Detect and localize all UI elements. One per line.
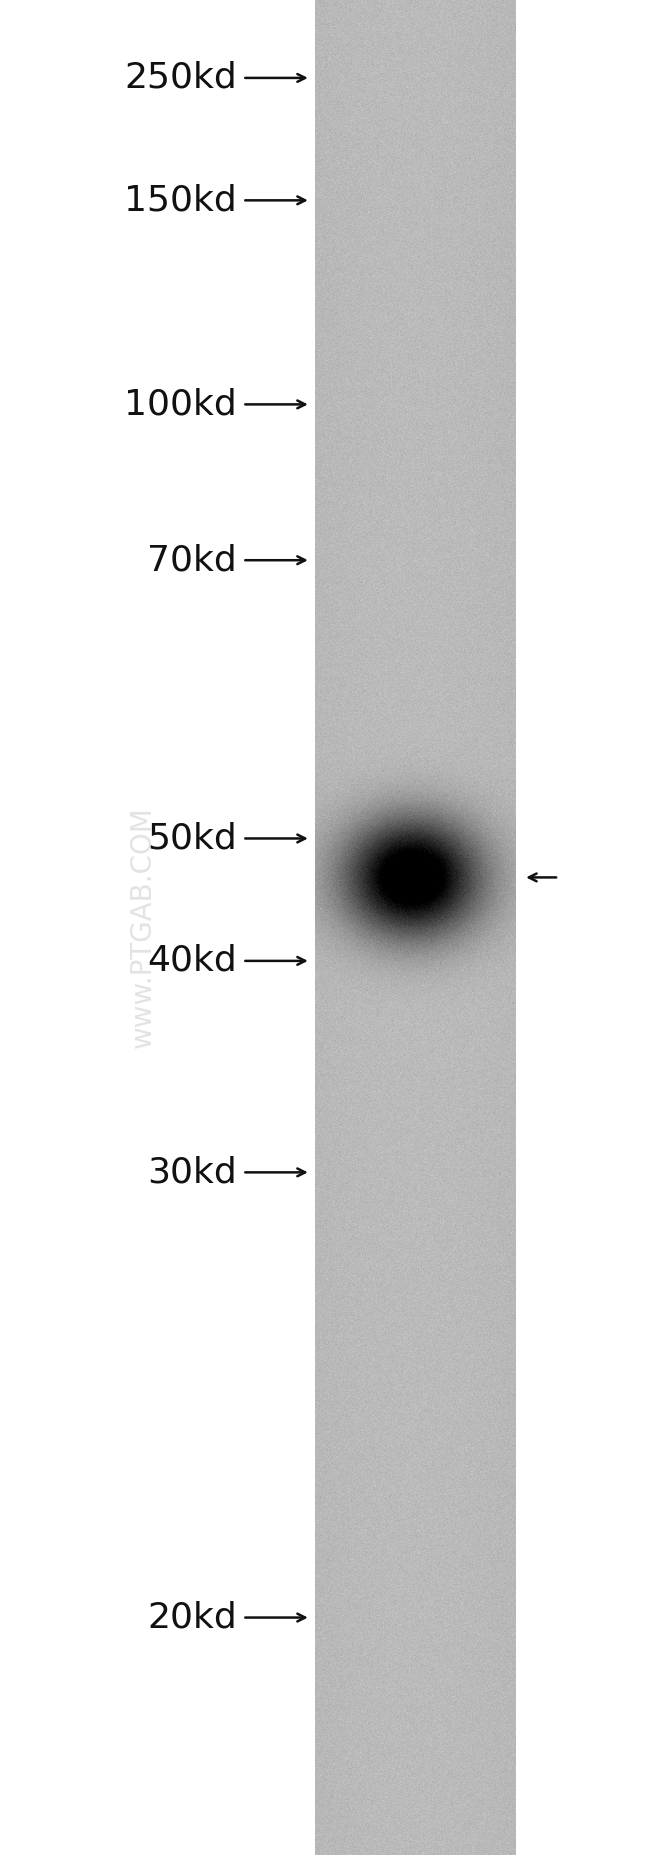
Text: 50kd: 50kd — [148, 822, 237, 855]
Text: 150kd: 150kd — [125, 184, 237, 217]
Text: 40kd: 40kd — [148, 944, 237, 978]
Text: 250kd: 250kd — [125, 61, 237, 95]
Text: 100kd: 100kd — [125, 388, 237, 421]
Text: www.PTGAB.COM: www.PTGAB.COM — [129, 807, 157, 1048]
Text: 20kd: 20kd — [148, 1601, 237, 1634]
Text: 70kd: 70kd — [148, 544, 237, 577]
Text: 30kd: 30kd — [148, 1156, 237, 1189]
